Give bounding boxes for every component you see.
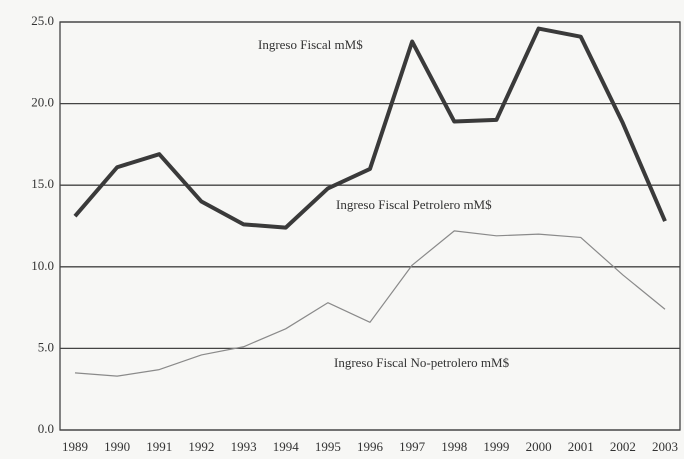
x-tick-label: 2001 [568, 439, 594, 454]
y-tick-label: 15.0 [31, 176, 54, 191]
x-tick-label: 1989 [62, 439, 88, 454]
y-tick-label: 5.0 [38, 339, 54, 354]
x-tick-label: 1997 [399, 439, 426, 454]
x-tick-label: 1992 [188, 439, 214, 454]
series-label: Ingreso Fiscal mM$ [258, 37, 363, 52]
x-tick-label: 1995 [315, 439, 341, 454]
x-tick-label: 1990 [104, 439, 130, 454]
x-tick-label: 2002 [610, 439, 636, 454]
y-tick-label: 10.0 [31, 258, 54, 273]
annotation: Ingreso Fiscal No-petrolero mM$ [334, 355, 510, 370]
y-tick-label: 0.0 [38, 421, 54, 436]
x-tick-label: 2000 [526, 439, 552, 454]
y-tick-label: 20.0 [31, 95, 54, 110]
x-tick-label: 1991 [146, 439, 172, 454]
x-tick-label: 1999 [483, 439, 509, 454]
series-label: Ingreso Fiscal Petrolero mM$ [336, 197, 492, 212]
x-tick-label: 1993 [231, 439, 257, 454]
x-tick-label: 1996 [357, 439, 384, 454]
x-tick-label: 1994 [273, 439, 300, 454]
x-tick-label: 1998 [441, 439, 467, 454]
series-line [73, 26, 667, 230]
y-tick-label: 25.0 [31, 13, 54, 28]
series-line [74, 230, 666, 377]
x-tick-label: 2003 [652, 439, 678, 454]
